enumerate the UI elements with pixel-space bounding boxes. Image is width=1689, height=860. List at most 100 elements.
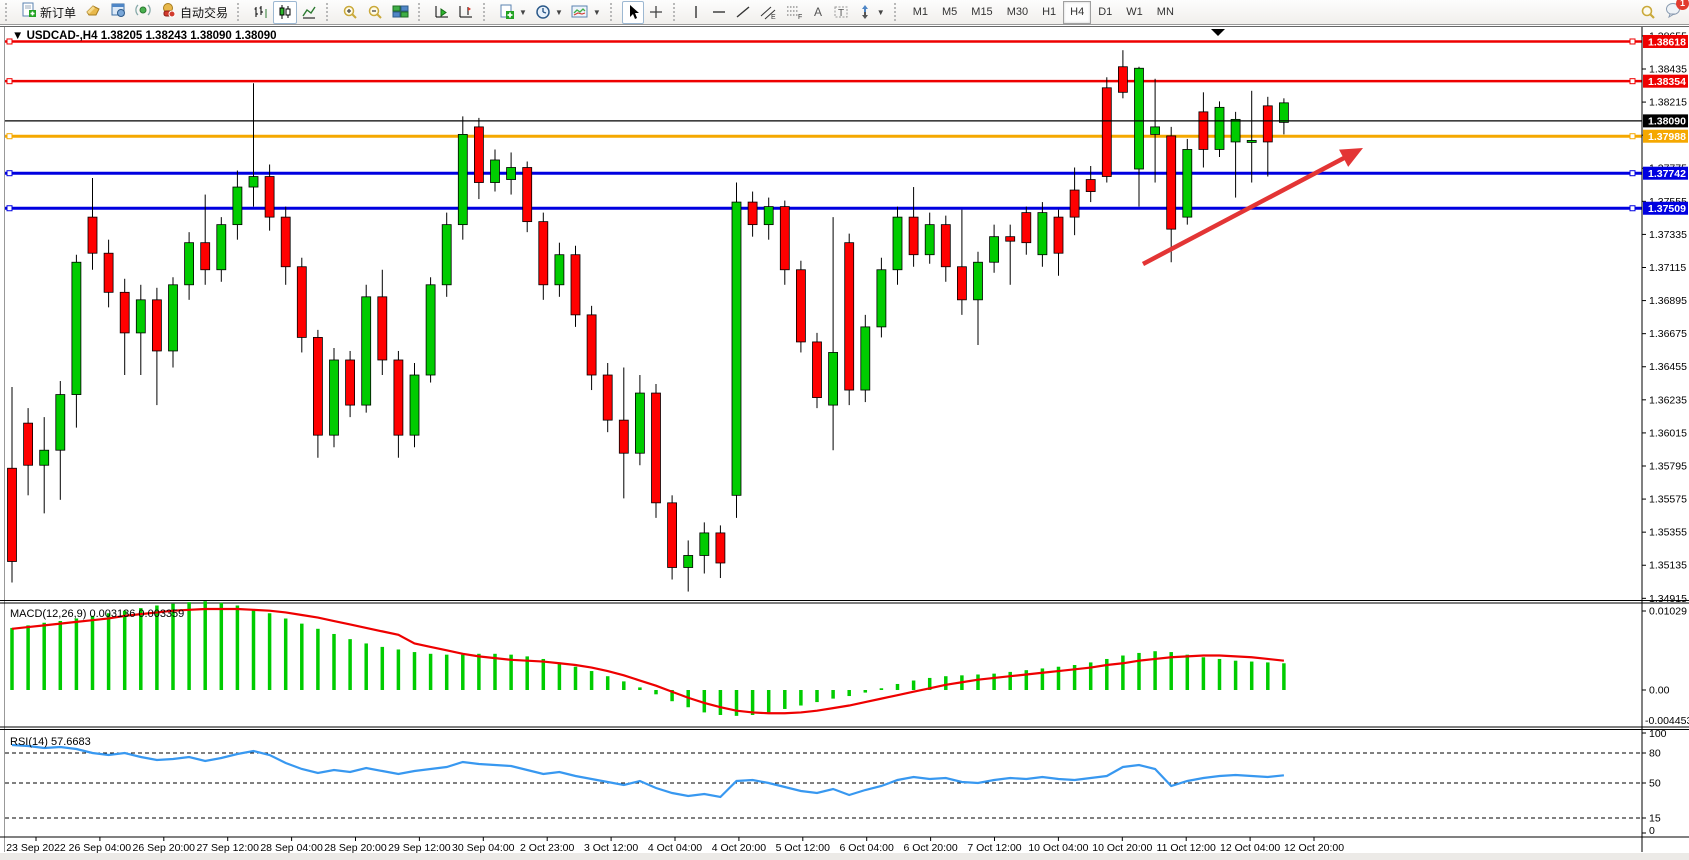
- time-tick-label: 12 Oct 04:00: [1220, 842, 1280, 854]
- level-line-anchor[interactable]: [6, 205, 13, 212]
- candle-down: [1166, 135, 1177, 230]
- text-label-tool[interactable]: T: [829, 1, 853, 24]
- candle-down: [618, 419, 629, 454]
- line-chart-button[interactable]: [297, 1, 321, 24]
- timeframe-h1[interactable]: H1: [1042, 5, 1057, 18]
- toolbar-grip: [5, 3, 12, 21]
- level-line-anchor[interactable]: [1629, 38, 1636, 45]
- candle-down: [779, 206, 790, 271]
- candle-up: [361, 296, 372, 406]
- price-tick-label: 1.38435: [1649, 64, 1687, 76]
- candle-up: [876, 269, 887, 328]
- candlestick-chart-button[interactable]: [273, 0, 298, 24]
- rsi-scale-label: 0: [1649, 825, 1655, 837]
- equidistant-channel-tool[interactable]: E: [755, 1, 781, 24]
- text-tool[interactable]: A: [807, 1, 829, 24]
- chart-title: ▼ USDCAD-,H4 1.38205 1.38243 1.38090 1.3…: [12, 30, 277, 42]
- chart-shift-button[interactable]: [454, 1, 478, 24]
- new-window-button[interactable]: [106, 1, 131, 24]
- candle-down: [87, 216, 98, 254]
- toolbar-grip: [237, 3, 244, 21]
- horizontal-line-tool[interactable]: [707, 1, 731, 24]
- level-line-anchor[interactable]: [6, 38, 13, 45]
- price-badge: [1643, 166, 1688, 180]
- bar-chart-button[interactable]: [249, 1, 273, 24]
- price-tick-label: 1.35135: [1649, 560, 1687, 572]
- candle-up: [135, 299, 146, 334]
- timeframe-d1[interactable]: D1: [1098, 5, 1113, 18]
- auto-trading-button[interactable]: 自动交易: [156, 1, 232, 24]
- price-tick-label: 1.35355: [1649, 527, 1687, 539]
- candle-up: [1182, 149, 1193, 218]
- zoom-out-button[interactable]: [363, 1, 388, 24]
- signals-button[interactable]: [131, 1, 156, 24]
- new-order-button[interactable]: 新订单: [17, 1, 80, 24]
- timeframe-h4[interactable]: H4: [1063, 0, 1092, 24]
- candle-down: [296, 266, 307, 338]
- trendline-tool[interactable]: [731, 1, 755, 24]
- notifications-button[interactable]: 1: [1661, 0, 1689, 24]
- candle-up: [699, 532, 710, 556]
- timeframe-m15[interactable]: M15: [971, 5, 993, 18]
- level-line-anchor[interactable]: [6, 133, 13, 140]
- timeframe-w1[interactable]: W1: [1126, 5, 1143, 18]
- level-line-anchor[interactable]: [6, 170, 13, 177]
- timeframe-m5[interactable]: M5: [942, 5, 958, 18]
- fibonacci-tool[interactable]: F: [781, 1, 807, 24]
- candle-down: [345, 359, 356, 406]
- candle-up: [1230, 118, 1241, 143]
- candle-down: [586, 314, 597, 376]
- cursor-tool-button[interactable]: [621, 0, 644, 24]
- level-line-anchor[interactable]: [1629, 205, 1636, 212]
- new-chart-dropdown[interactable]: ▼: [495, 1, 531, 24]
- price-badge-label: 1.38618: [1648, 36, 1686, 48]
- tile-windows-button[interactable]: [388, 1, 413, 24]
- timeframe-mn[interactable]: MN: [1156, 5, 1174, 18]
- timeframe-m30[interactable]: M30: [1006, 5, 1029, 18]
- candle-up: [635, 392, 645, 454]
- trend-arrow[interactable]: [1141, 152, 1352, 266]
- new-order-label: 新订单: [40, 5, 77, 20]
- chart-background[interactable]: [5, 27, 1689, 835]
- candle-up: [248, 176, 259, 188]
- candle-down: [1021, 212, 1032, 244]
- price-tick-label: 1.37335: [1649, 229, 1687, 241]
- candle-up: [828, 352, 838, 406]
- crosshair-tool-button[interactable]: [644, 1, 668, 24]
- chart-window[interactable]: 1.386551.384351.382151.379951.377751.375…: [0, 25, 1689, 860]
- candle-up: [506, 167, 517, 180]
- candle-down: [23, 422, 34, 466]
- time-tick-label: 29 Sep 12:00: [388, 842, 451, 854]
- candle-up: [989, 236, 999, 263]
- candle-down: [119, 291, 130, 334]
- status-strip: [0, 853, 1689, 860]
- new-window-icon: [110, 2, 127, 23]
- periods-dropdown[interactable]: ▼: [531, 1, 567, 24]
- time-tick-label: 10 Oct 20:00: [1092, 842, 1152, 854]
- timeframe-m1[interactable]: M1: [912, 5, 928, 18]
- price-tick-label: 1.36455: [1649, 361, 1687, 373]
- vertical-line-tool[interactable]: [685, 1, 707, 24]
- search-button[interactable]: [1635, 1, 1661, 24]
- chart-marker-icon[interactable]: [1211, 29, 1225, 36]
- auto-scroll-button[interactable]: [430, 1, 454, 24]
- level-line-anchor[interactable]: [1629, 133, 1636, 140]
- market-depth-button[interactable]: [80, 1, 106, 24]
- candle-down: [844, 242, 855, 391]
- level-line-anchor[interactable]: [6, 78, 13, 85]
- candle-up: [731, 201, 742, 496]
- rsi-label: RSI(14) 57.6683: [10, 736, 91, 748]
- zoom-in-button[interactable]: [338, 1, 363, 24]
- trend-arrow-head[interactable]: [1339, 148, 1363, 167]
- candle-down: [280, 216, 291, 268]
- candle-down: [393, 359, 404, 436]
- rsi-scale-label: 80: [1649, 748, 1661, 760]
- time-tick-label: 7 Oct 12:00: [967, 842, 1021, 854]
- templates-dropdown[interactable]: ▼: [567, 1, 605, 24]
- level-line-anchor[interactable]: [1629, 170, 1636, 177]
- level-line-anchor[interactable]: [1629, 78, 1636, 85]
- arrows-dropdown[interactable]: ▼: [853, 1, 889, 24]
- chart-canvas[interactable]: 1.386551.384351.382151.379951.377751.375…: [0, 25, 1689, 860]
- candle-down: [1262, 105, 1273, 143]
- rsi-scale-label: 50: [1649, 778, 1661, 790]
